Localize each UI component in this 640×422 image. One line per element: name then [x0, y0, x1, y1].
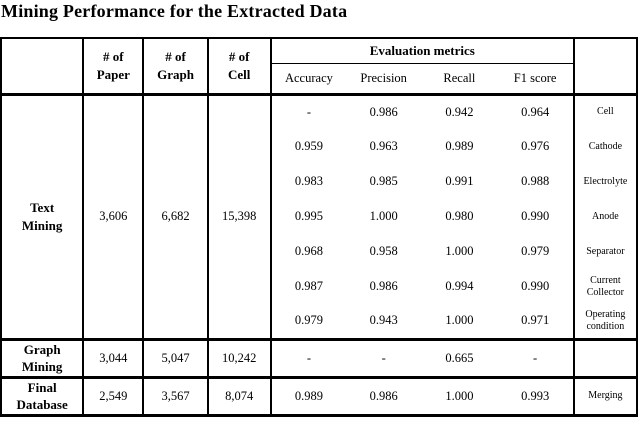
metric-value-cell: 0.943 [369, 313, 398, 328]
header-graph-line2: Graph [157, 66, 194, 82]
text-mining-row-operating-condition: 0.979 0.943 1.000 0.971 Operating condit… [1, 304, 637, 339]
tag-label-separator: Separator [572, 234, 637, 269]
tag-label-cell: Cell [572, 92, 637, 129]
row-label-graph-mining: Graph Mining [1, 337, 85, 378]
metric-value-cell: 0.979 [521, 244, 550, 258]
header-paper-line1: # of [103, 49, 124, 65]
text-mining-row-cell: Text Mining 3,606 6,682 15,398 - 0.986 0… [1, 92, 637, 339]
graph-mining-row: Graph Mining 3,044 5,047 10,242 - - 0.66… [1, 337, 637, 378]
metric-value-cell: 1.000 [445, 244, 474, 258]
header-cell-paper: # of Paper [83, 38, 145, 94]
metric-value-cell: 0.665 [421, 337, 498, 378]
header-recall: Recall [443, 70, 476, 85]
metric-value-cell: 0.942 [421, 92, 498, 129]
text-mining-row-cathode: 0.959 0.963 0.989 0.976 Cathode [1, 129, 637, 164]
row-label-text-mining: Text Mining [1, 92, 85, 339]
metric-value-cell: 1.000 [369, 209, 398, 223]
metric-value-cell: 0.990 [521, 279, 550, 293]
header-accuracy: Accuracy [269, 63, 347, 94]
final-database-label-line2: Database [16, 397, 68, 413]
metric-value-cell: 0.980 [445, 209, 474, 223]
metric-value-cell: 0.964 [497, 92, 574, 129]
metric-value-cell: - [270, 92, 347, 129]
metric-value-cell: - [497, 337, 574, 378]
graph-mining-graph-count: 5,047 [143, 337, 209, 378]
text-mining-cell-count: 15,398 [207, 92, 272, 339]
metric-value-cell: 0.990 [521, 209, 550, 223]
metric-value-cell: 0.993 [497, 375, 574, 416]
header-f1-score: F1 score [513, 70, 557, 85]
metric-value-cell: - [346, 337, 422, 378]
text-mining-row-separator: 0.968 0.958 1.000 0.979 Separator [1, 234, 637, 269]
header-cell-line1: # of [228, 49, 250, 65]
metric-value-cell: 0.986 [369, 279, 398, 293]
row-label-final-database: Final Database [1, 375, 85, 416]
table-title: Mining Performance for the Extracted Dat… [1, 1, 348, 21]
metric-value-cell: - [270, 337, 347, 378]
header-graph-line1: # of [165, 49, 186, 65]
metric-value-cell: 0.994 [445, 279, 474, 293]
metric-value-cell: 0.983 [294, 174, 323, 188]
tag-label-anode: Anode [572, 199, 637, 234]
header-cell-graph: # of Graph [143, 38, 209, 94]
metric-value-cell: 0.958 [369, 244, 398, 258]
metric-value-cell: 0.986 [346, 92, 422, 129]
header-precision: Precision [360, 70, 407, 85]
text-mining-row-anode: 0.995 1.000 0.980 0.990 Anode [1, 199, 637, 234]
final-database-cell-count: 8,074 [207, 375, 272, 416]
graph-mining-label-line2: Mining [21, 359, 63, 375]
header-paper-line2: Paper [96, 66, 130, 82]
tag-column-header [572, 38, 637, 94]
tag-label-cathode: Cathode [572, 129, 637, 164]
graph-mining-cell-count: 10,242 [207, 337, 272, 378]
metric-value-cell: 1.000 [445, 313, 474, 328]
metric-value-cell: 0.971 [521, 313, 550, 328]
metric-value-cell: 0.986 [346, 375, 422, 416]
text-mining-row-current-collector: 0.987 0.986 0.994 0.990 Current Collecto… [1, 269, 637, 304]
graph-mining-paper-count: 3,044 [83, 337, 145, 378]
text-mining-label-line1: Text [30, 199, 55, 215]
final-database-paper-count: 2,549 [83, 375, 145, 416]
metric-value-cell: 0.987 [294, 279, 323, 293]
metric-subheader-row: Accuracy Precision Recall F1 score [1, 63, 637, 94]
final-database-label-line1: Final [27, 379, 57, 395]
metric-value-cell: 0.959 [294, 139, 323, 153]
header-evaluation-metrics: Evaluation metrics [269, 38, 574, 64]
tag-label-operating-condition: Operating condition [572, 304, 637, 339]
text-mining-label-line2: Mining [21, 217, 63, 233]
final-database-row: Final Database 2,549 3,567 8,074 0.989 0… [1, 375, 637, 416]
text-mining-graph-count: 6,682 [143, 92, 209, 339]
final-database-graph-count: 3,567 [143, 375, 209, 416]
metric-value-cell: 0.976 [521, 139, 550, 153]
corner-cell [1, 38, 85, 94]
tag-label-electrolyte: Electrolyte [572, 164, 637, 199]
metric-value-cell: 0.979 [294, 313, 323, 328]
metric-value-cell: 0.989 [445, 139, 474, 153]
text-mining-paper-count: 3,606 [83, 92, 145, 339]
graph-mining-label-line1: Graph [23, 341, 61, 357]
metric-value-cell: 0.968 [294, 244, 323, 258]
performance-table: # of Paper # of Graph # of Cell Evaluati… [0, 37, 638, 417]
metric-value-cell: 0.991 [445, 174, 474, 188]
header-cell-line2: Cell [228, 66, 251, 82]
tag-label-current-collector: Current Collector [572, 269, 637, 304]
metric-value-cell: 0.988 [521, 174, 550, 188]
tag-label-merging: Merging [572, 375, 637, 416]
metric-value-cell: 0.963 [369, 139, 398, 153]
metric-value-cell: 1.000 [421, 375, 498, 416]
header-cell-cell: # of Cell [207, 38, 272, 94]
metric-value-cell: 0.995 [294, 209, 323, 223]
metric-value-cell: 0.985 [369, 174, 398, 188]
header-row: # of Paper # of Graph # of Cell Evaluati… [1, 38, 637, 94]
tag-label-empty [572, 337, 637, 378]
text-mining-row-electrolyte: 0.983 0.985 0.991 0.988 Electrolyte [1, 164, 637, 199]
metric-value-cell: 0.989 [270, 375, 347, 416]
